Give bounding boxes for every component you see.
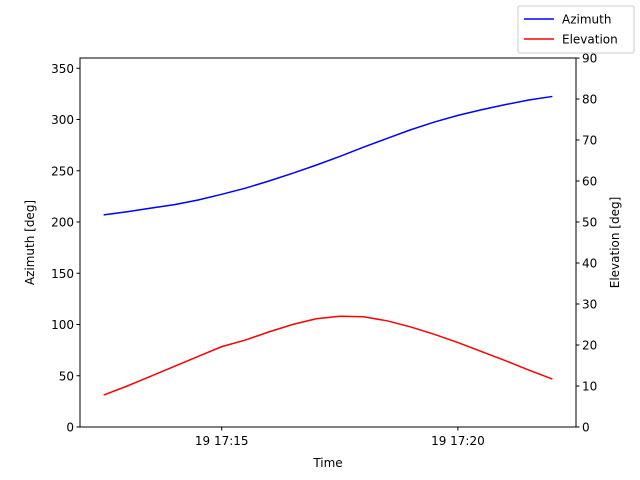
left-axis-ticks: 0 50 100 150 200 250 300 350 [51,62,80,435]
right-axis-label: Elevation [deg] [608,197,622,289]
right-tick-label: 80 [582,93,597,107]
right-axis-ticks: 0 10 20 30 40 50 60 70 80 90 [576,52,597,435]
legend: Azimuth Elevation [517,5,635,54]
right-tick-label: 70 [582,134,597,148]
left-tick-label: 0 [66,421,74,435]
legend-azimuth-label: Azimuth [562,13,611,27]
plot-frame [79,57,577,428]
x-axis-ticks: 19 17:15 19 17:20 [195,427,485,448]
right-tick-label: 50 [582,216,597,230]
legend-box [517,5,635,54]
right-tick-label: 90 [582,52,597,66]
left-tick-label: 300 [51,113,74,127]
x-tick-label: 19 17:15 [195,434,249,448]
left-tick-label: 50 [59,369,74,383]
left-tick-label: 350 [51,62,74,76]
left-tick-label: 100 [51,318,74,332]
right-tick-label: 10 [582,380,597,394]
left-tick-label: 250 [51,164,74,178]
x-axis-label: Time [312,456,342,470]
series-layer [103,95,553,396]
left-tick-label: 150 [51,267,74,281]
azimuth-line [103,95,553,216]
right-tick-label: 0 [582,421,590,435]
x-tick-label: 19 17:20 [431,434,485,448]
elevation-line [103,315,553,396]
right-tick-label: 30 [582,298,597,312]
right-tick-label: 20 [582,339,597,353]
right-tick-label: 40 [582,257,597,271]
left-tick-label: 200 [51,216,74,230]
legend-elevation-label: Elevation [562,33,618,47]
right-tick-label: 60 [582,175,597,189]
left-axis-label: Azimuth [deg] [23,200,37,285]
